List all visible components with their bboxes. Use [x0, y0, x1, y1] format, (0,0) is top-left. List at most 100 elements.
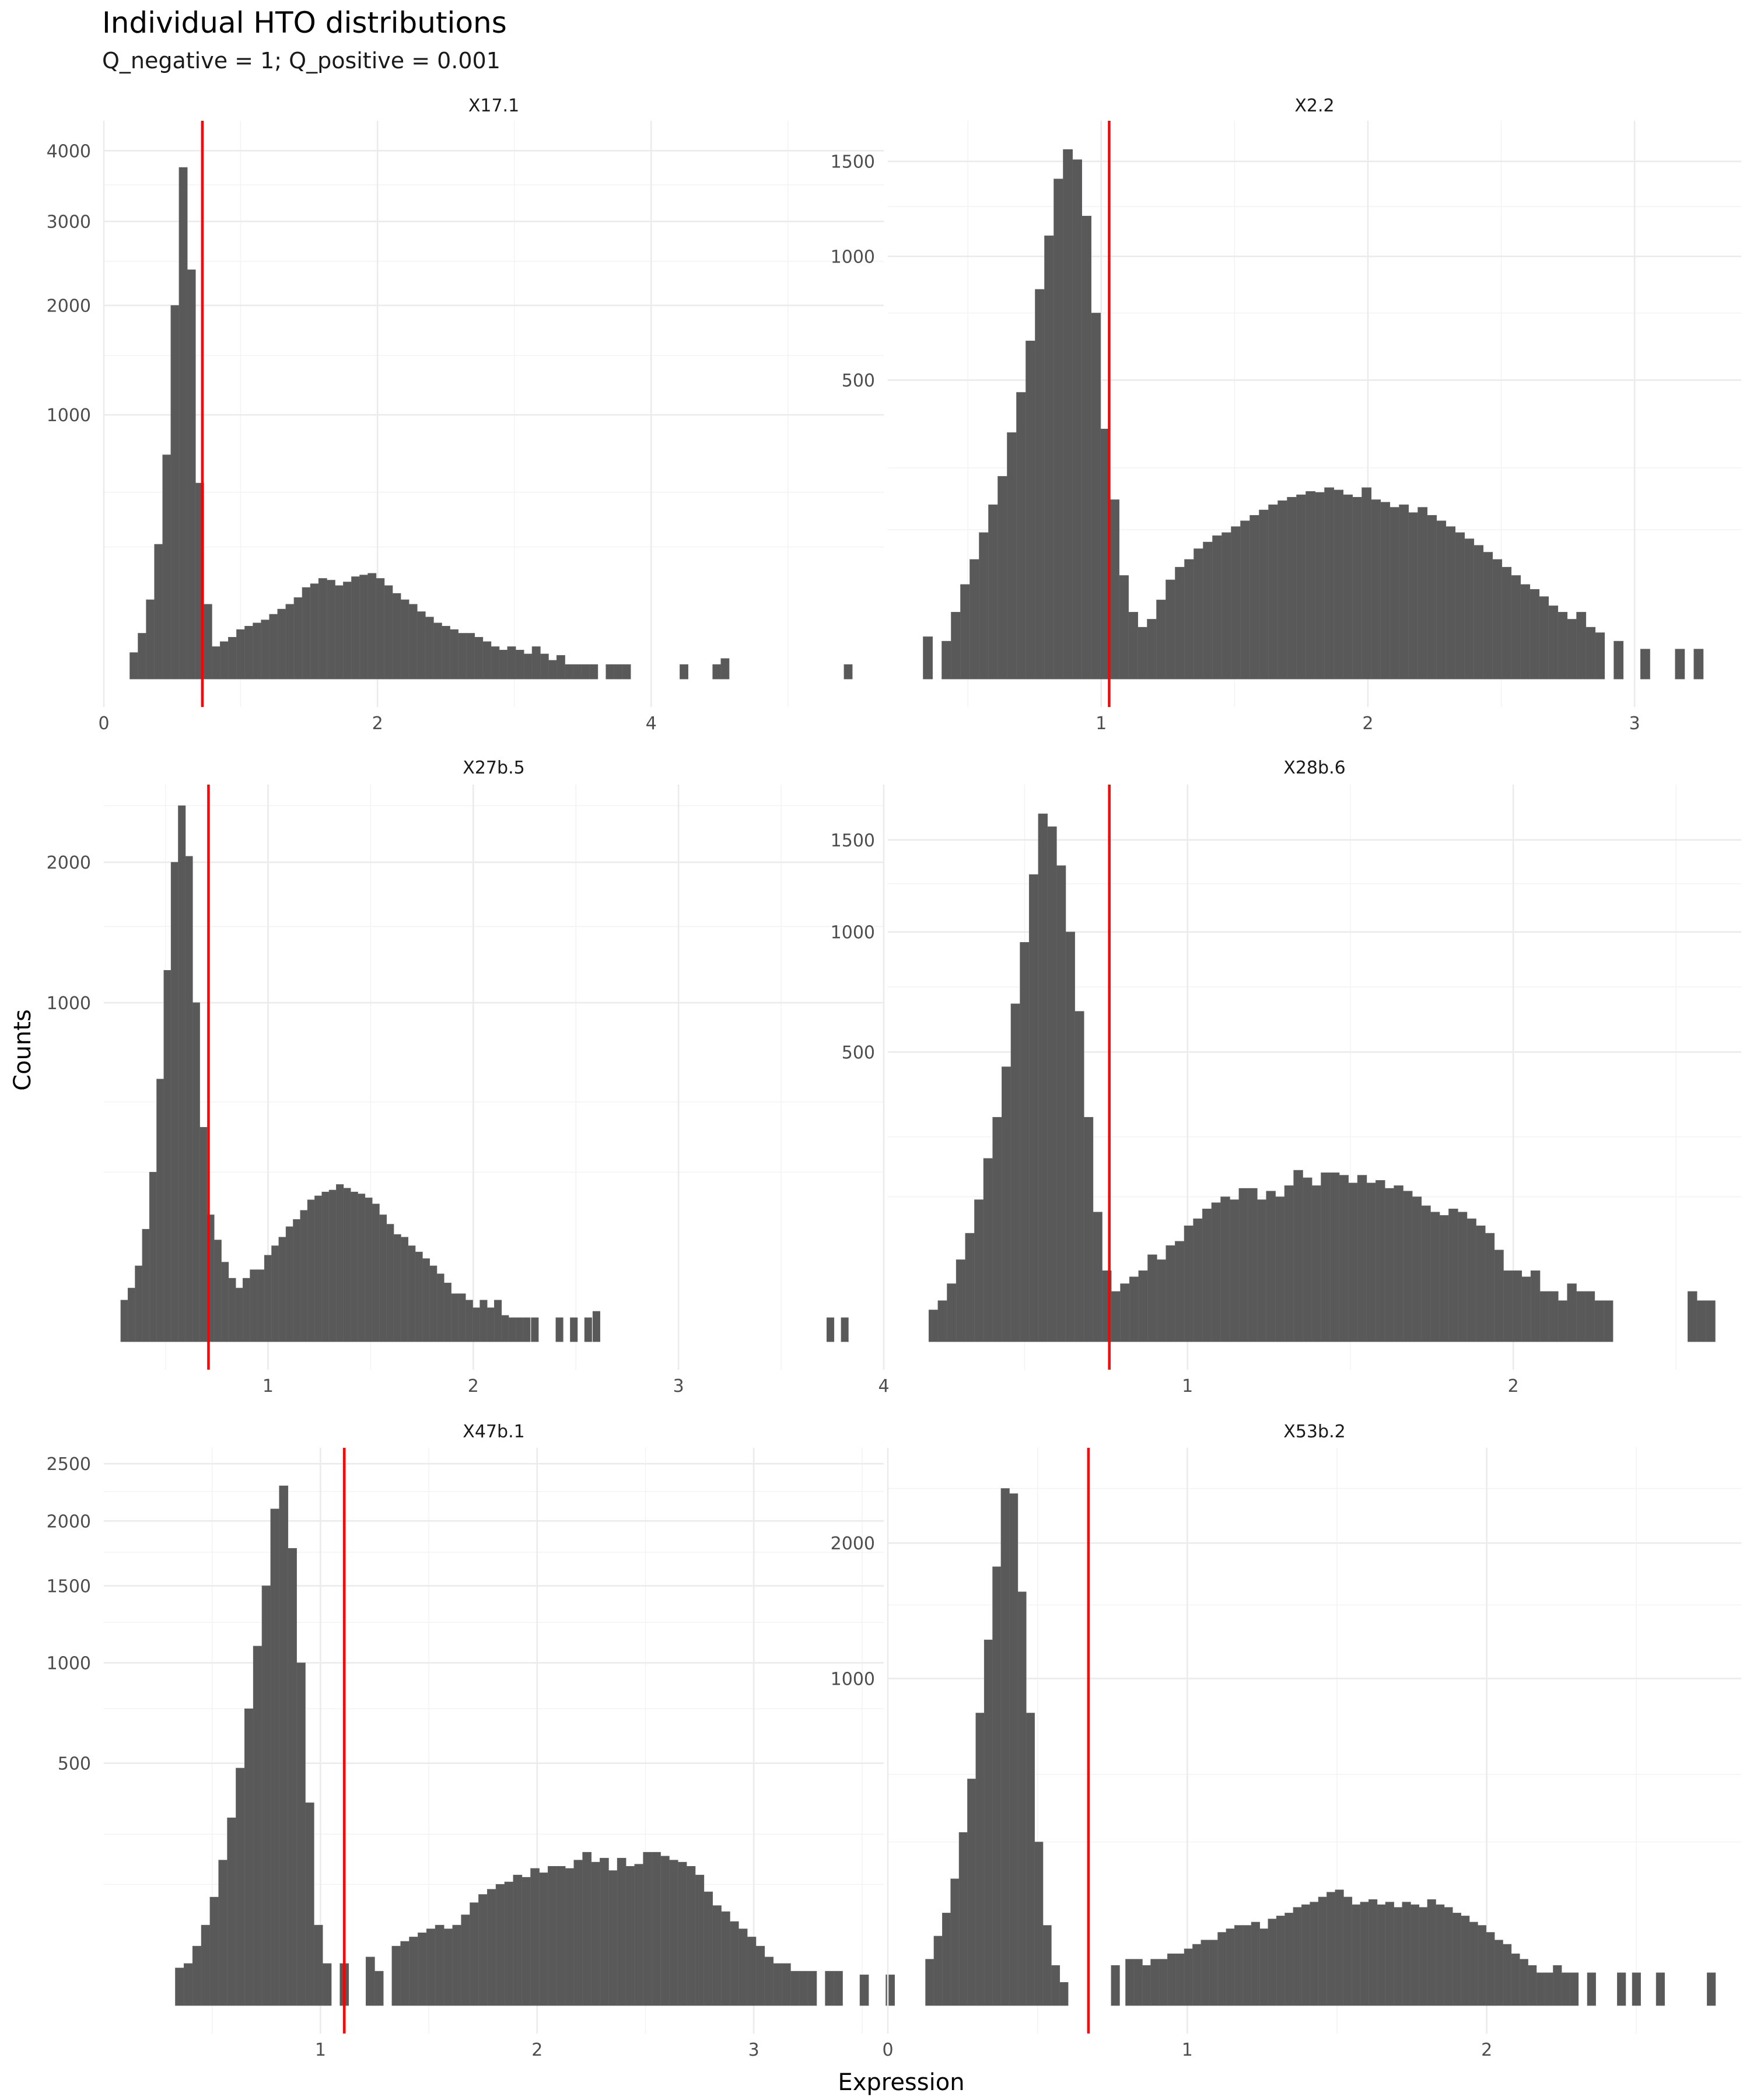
histogram-bar: [307, 1199, 315, 1342]
histogram-bar: [465, 1300, 473, 1342]
histogram-bar: [1477, 1925, 1487, 2006]
histogram-bar: [288, 1548, 297, 2006]
histogram-bar: [1464, 538, 1475, 680]
histogram-bar: [1091, 313, 1101, 680]
histogram-bar: [1315, 492, 1325, 680]
histogram-bar: [1259, 509, 1269, 680]
histogram-bar: [606, 664, 615, 680]
histogram-bar: [1408, 512, 1419, 680]
histogram-bar: [1111, 1291, 1121, 1342]
histogram-bar: [1357, 1175, 1367, 1342]
histogram-bar: [1427, 1899, 1436, 2006]
histogram-bar: [1492, 559, 1503, 680]
figure-title: Individual HTO distributions: [102, 6, 507, 40]
histogram-bar: [452, 1924, 462, 2006]
histogram-bar: [350, 1191, 358, 1342]
histogram-bar: [450, 629, 459, 680]
histogram-bar: [1335, 1889, 1344, 2006]
histogram-bar: [253, 622, 262, 680]
histogram-bar: [1222, 532, 1232, 680]
histogram-bar: [1348, 1182, 1358, 1342]
histogram-bar: [1494, 1940, 1503, 2006]
y-tick-label: 1500: [831, 831, 875, 851]
histogram-bar: [1567, 1283, 1577, 1342]
histogram-bar: [747, 1937, 757, 2006]
histogram-bar: [983, 1158, 993, 1342]
histogram-bar: [300, 1210, 308, 1342]
histogram-bar: [1240, 520, 1251, 680]
histogram-bar: [1448, 1209, 1458, 1342]
histogram-bar: [1035, 289, 1045, 680]
facet-x17-1: X17.1 0 2 4 1000 2000 3000 4000: [47, 96, 884, 734]
histogram-bar: [242, 1278, 251, 1342]
histogram-bar: [1142, 1965, 1152, 2006]
histogram-bar: [1156, 600, 1167, 680]
histogram-bar: [614, 664, 623, 680]
histogram-bar: [1595, 632, 1605, 680]
histogram-bar: [1469, 1922, 1478, 2006]
histogram-bar: [1418, 507, 1428, 680]
y-tick-label: 2000: [831, 1534, 875, 1554]
histogram-bar: [764, 1957, 774, 2006]
histogram-bar: [482, 641, 492, 680]
histogram-bar: [1248, 1188, 1258, 1342]
histogram-bar: [540, 653, 549, 680]
histogram-bar: [244, 1708, 254, 2006]
histogram-bar: [1352, 497, 1363, 680]
histogram-bar: [1640, 649, 1650, 680]
histogram-bar: [343, 582, 352, 680]
histogram-bar: [507, 646, 516, 680]
histogram-bar: [1561, 1972, 1570, 2006]
histogram-bar: [1083, 1116, 1094, 1342]
histogram-bar: [1461, 1916, 1470, 2006]
histogram-bar: [1193, 1218, 1203, 1342]
histogram-bar: [409, 1937, 418, 2006]
facet-x28b-6: X28b.6 1 2 500 1000 1500: [831, 758, 1741, 1396]
histogram-bar: [970, 559, 979, 680]
x-tick-label: 2: [1362, 713, 1373, 734]
histogram-bar: [1334, 489, 1344, 680]
facet-x2-2: X2.2 1 2 3 500 1000 1500: [831, 96, 1741, 734]
histogram-bar: [1054, 178, 1064, 680]
histogram-bar: [933, 1936, 943, 2006]
histogram-bar: [322, 1963, 332, 2006]
histogram-bar: [1047, 826, 1057, 1342]
histogram-bar: [1439, 1215, 1449, 1342]
histogram-bar: [841, 1317, 849, 1342]
y-tick-label: 1000: [831, 247, 875, 268]
y-tick-label: 1000: [47, 993, 91, 1014]
histogram-bar: [1421, 1205, 1431, 1342]
x-tick-label: 2: [1481, 2040, 1492, 2060]
y-tick-label: 1000: [831, 1669, 875, 1689]
histogram-bar: [1110, 499, 1120, 680]
histogram-bar: [1184, 1225, 1194, 1342]
histogram-bar: [1284, 1913, 1294, 2006]
histogram-bar: [1326, 1892, 1336, 2006]
histogram-bar: [582, 1852, 592, 2006]
histogram-bar: [495, 1884, 505, 2006]
histogram-bar: [426, 1929, 436, 2006]
histogram-bar: [984, 1639, 993, 2006]
x-tick-label: 2: [468, 1376, 479, 1396]
histogram-bar: [548, 660, 557, 680]
y-tick-label: 500: [842, 1042, 875, 1063]
histogram-bar: [1229, 1199, 1240, 1342]
histogram-bar: [1329, 1172, 1340, 1342]
histogram-bar: [162, 454, 172, 680]
histogram-bar: [491, 646, 500, 680]
histogram-bar: [1026, 1713, 1035, 2006]
y-tick-label: 2500: [47, 1454, 91, 1475]
histogram-bar: [1435, 1904, 1445, 2006]
histogram-bar: [1166, 1245, 1175, 1342]
histogram-bar: [279, 1485, 289, 2006]
histogram-bar: [998, 476, 1007, 680]
histogram-bar: [1520, 584, 1531, 680]
histogram-bar: [522, 1877, 531, 2006]
histogram-bar: [539, 1873, 548, 2006]
histogram-bar: [686, 1866, 696, 2006]
facet-label: X2.2: [1294, 96, 1334, 116]
histogram-bar: [729, 1921, 739, 2006]
histogram-bar: [192, 1002, 200, 1342]
histogram-bar: [269, 614, 278, 680]
